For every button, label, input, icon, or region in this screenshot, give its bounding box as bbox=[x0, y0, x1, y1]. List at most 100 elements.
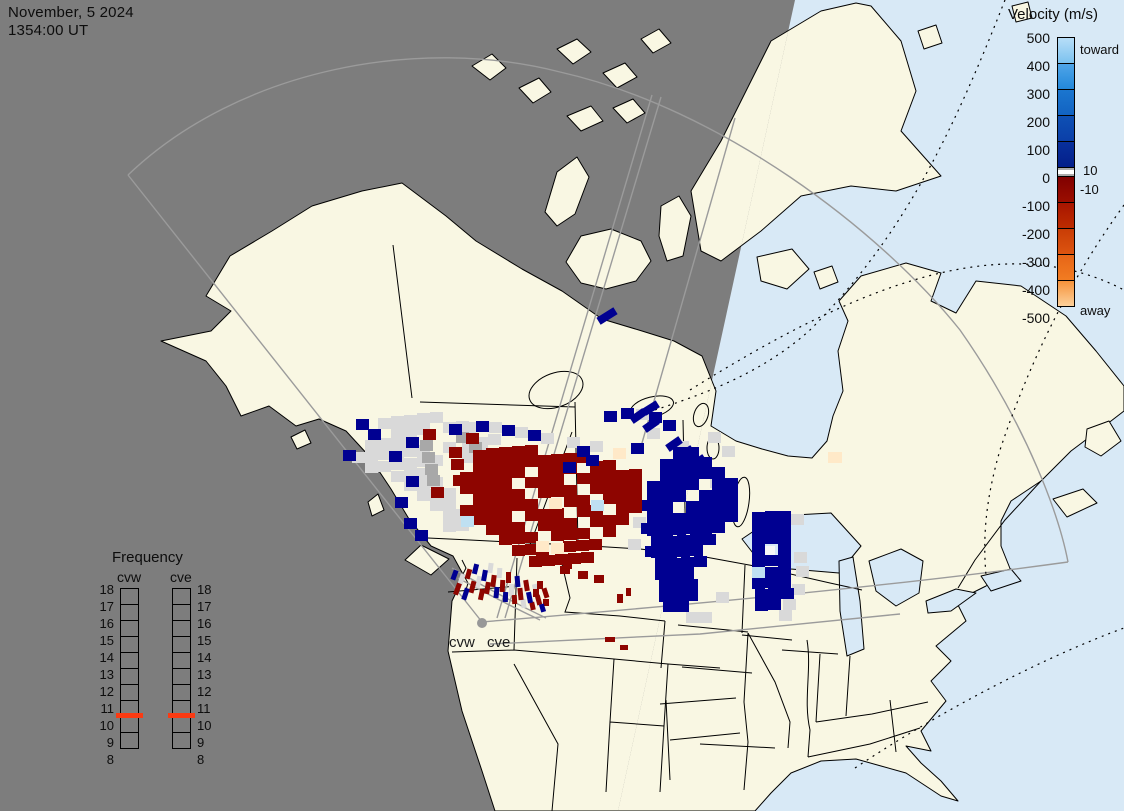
frequency-tick-label-left: 10 bbox=[99, 718, 114, 733]
velocity-cell bbox=[487, 562, 494, 574]
velocity-cell bbox=[460, 472, 473, 483]
frequency-tick-label-right: 12 bbox=[197, 684, 212, 699]
velocity-cell bbox=[489, 422, 502, 433]
velocity-colorbar-segment bbox=[1057, 254, 1075, 281]
velocity-zero-lower-label: -10 bbox=[1080, 182, 1099, 197]
frequency-bar-cell bbox=[172, 652, 191, 669]
velocity-cell bbox=[613, 448, 626, 459]
velocity-cell bbox=[765, 533, 778, 544]
velocity-colorbar-segment bbox=[1057, 37, 1075, 64]
velocity-cell bbox=[755, 589, 768, 600]
velocity-cell bbox=[529, 601, 536, 611]
velocity-cell bbox=[417, 468, 430, 479]
velocity-cell bbox=[686, 612, 699, 623]
velocity-cell bbox=[473, 503, 486, 514]
frequency-tick-label-left: 14 bbox=[99, 650, 114, 665]
velocity-cell bbox=[694, 556, 707, 567]
velocity-cell bbox=[508, 583, 515, 597]
velocity-cell bbox=[462, 441, 475, 452]
velocity-cell bbox=[576, 540, 589, 551]
velocity-cell bbox=[551, 464, 564, 475]
velocity-cell bbox=[453, 582, 462, 596]
velocity-cell bbox=[686, 479, 699, 490]
fov-right-edge bbox=[481, 561, 1069, 623]
velocity-cell bbox=[538, 509, 551, 520]
velocity-cell bbox=[481, 569, 488, 582]
velocity-cell bbox=[577, 506, 590, 517]
velocity-cell bbox=[523, 579, 530, 592]
velocity-cell bbox=[549, 498, 562, 509]
frequency-tick-label-left: 12 bbox=[99, 684, 114, 699]
velocity-cell bbox=[512, 500, 525, 511]
frequency-tick-label-right: 10 bbox=[197, 718, 212, 733]
frequency-tick-label-left: 17 bbox=[99, 599, 114, 614]
velocity-cell bbox=[752, 567, 765, 578]
velocity-cell bbox=[765, 511, 778, 522]
velocity-cell bbox=[620, 645, 628, 650]
velocity-cell bbox=[621, 408, 634, 419]
velocity-cell bbox=[791, 514, 804, 525]
frequency-tick-label-left: 8 bbox=[106, 752, 114, 767]
velocity-cell bbox=[660, 503, 673, 514]
velocity-cell bbox=[564, 453, 577, 464]
radar-site-dot bbox=[477, 618, 487, 628]
velocity-cell bbox=[449, 424, 462, 435]
velocity-cell bbox=[486, 469, 499, 480]
velocity-cell bbox=[378, 418, 391, 429]
velocity-cell bbox=[596, 307, 618, 325]
velocity-cell bbox=[517, 587, 524, 601]
velocity-cell bbox=[752, 512, 765, 523]
velocity-cell bbox=[493, 586, 500, 599]
velocity-cell bbox=[699, 523, 712, 534]
frequency-column-label-cve: cve bbox=[170, 569, 192, 585]
velocity-cell bbox=[778, 555, 791, 566]
velocity-cell bbox=[673, 524, 686, 535]
velocity-cell bbox=[665, 436, 683, 452]
velocity-cell bbox=[673, 458, 686, 469]
velocity-cell bbox=[456, 421, 469, 432]
velocity-tick-label: -400 bbox=[1021, 282, 1050, 298]
velocity-cell bbox=[629, 469, 642, 480]
frequency-tick-label-left: 15 bbox=[99, 633, 114, 648]
velocity-cell bbox=[512, 467, 525, 478]
velocity-cell bbox=[681, 568, 694, 579]
velocity-cell bbox=[473, 481, 486, 492]
borders-states-east bbox=[747, 480, 1042, 758]
island-southampton bbox=[756, 248, 810, 290]
velocity-cell bbox=[676, 601, 689, 612]
frequency-tick-label-right: 15 bbox=[197, 633, 212, 648]
velocity-cell bbox=[538, 487, 551, 498]
velocity-cell bbox=[391, 427, 404, 438]
velocity-colorbar-segment bbox=[1057, 89, 1075, 116]
velocity-cell bbox=[462, 452, 475, 463]
velocity-cell bbox=[368, 429, 381, 440]
velocity-cell bbox=[712, 522, 725, 533]
velocity-cell bbox=[502, 591, 509, 603]
velocity-cell bbox=[626, 588, 631, 596]
velocity-cell bbox=[631, 443, 644, 454]
velocity-cell bbox=[551, 530, 564, 541]
velocity-cell bbox=[525, 499, 538, 510]
velocity-cell bbox=[395, 497, 408, 508]
frequency-legend-title: Frequency bbox=[112, 549, 183, 566]
velocity-colorbar-segment bbox=[1057, 141, 1075, 168]
magnetic-graticule bbox=[654, 0, 1124, 769]
velocity-cell bbox=[538, 603, 547, 613]
map-radar-label-cve: cve bbox=[487, 634, 511, 651]
velocity-cell bbox=[647, 503, 660, 514]
velocity-cell bbox=[543, 599, 549, 606]
velocity-away-label: away bbox=[1080, 303, 1111, 318]
velocity-cell bbox=[422, 452, 435, 463]
velocity-cell bbox=[708, 432, 721, 443]
velocity-cell bbox=[577, 452, 590, 463]
velocity-cell bbox=[525, 445, 538, 456]
velocity-cell bbox=[343, 450, 356, 461]
velocity-cell bbox=[425, 464, 438, 475]
velocity-cell bbox=[603, 482, 616, 493]
velocity-cell bbox=[542, 555, 555, 566]
velocity-cell bbox=[616, 514, 629, 525]
velocity-cell bbox=[677, 546, 690, 557]
velocity-cell bbox=[685, 579, 698, 590]
velocity-cell bbox=[449, 447, 462, 458]
